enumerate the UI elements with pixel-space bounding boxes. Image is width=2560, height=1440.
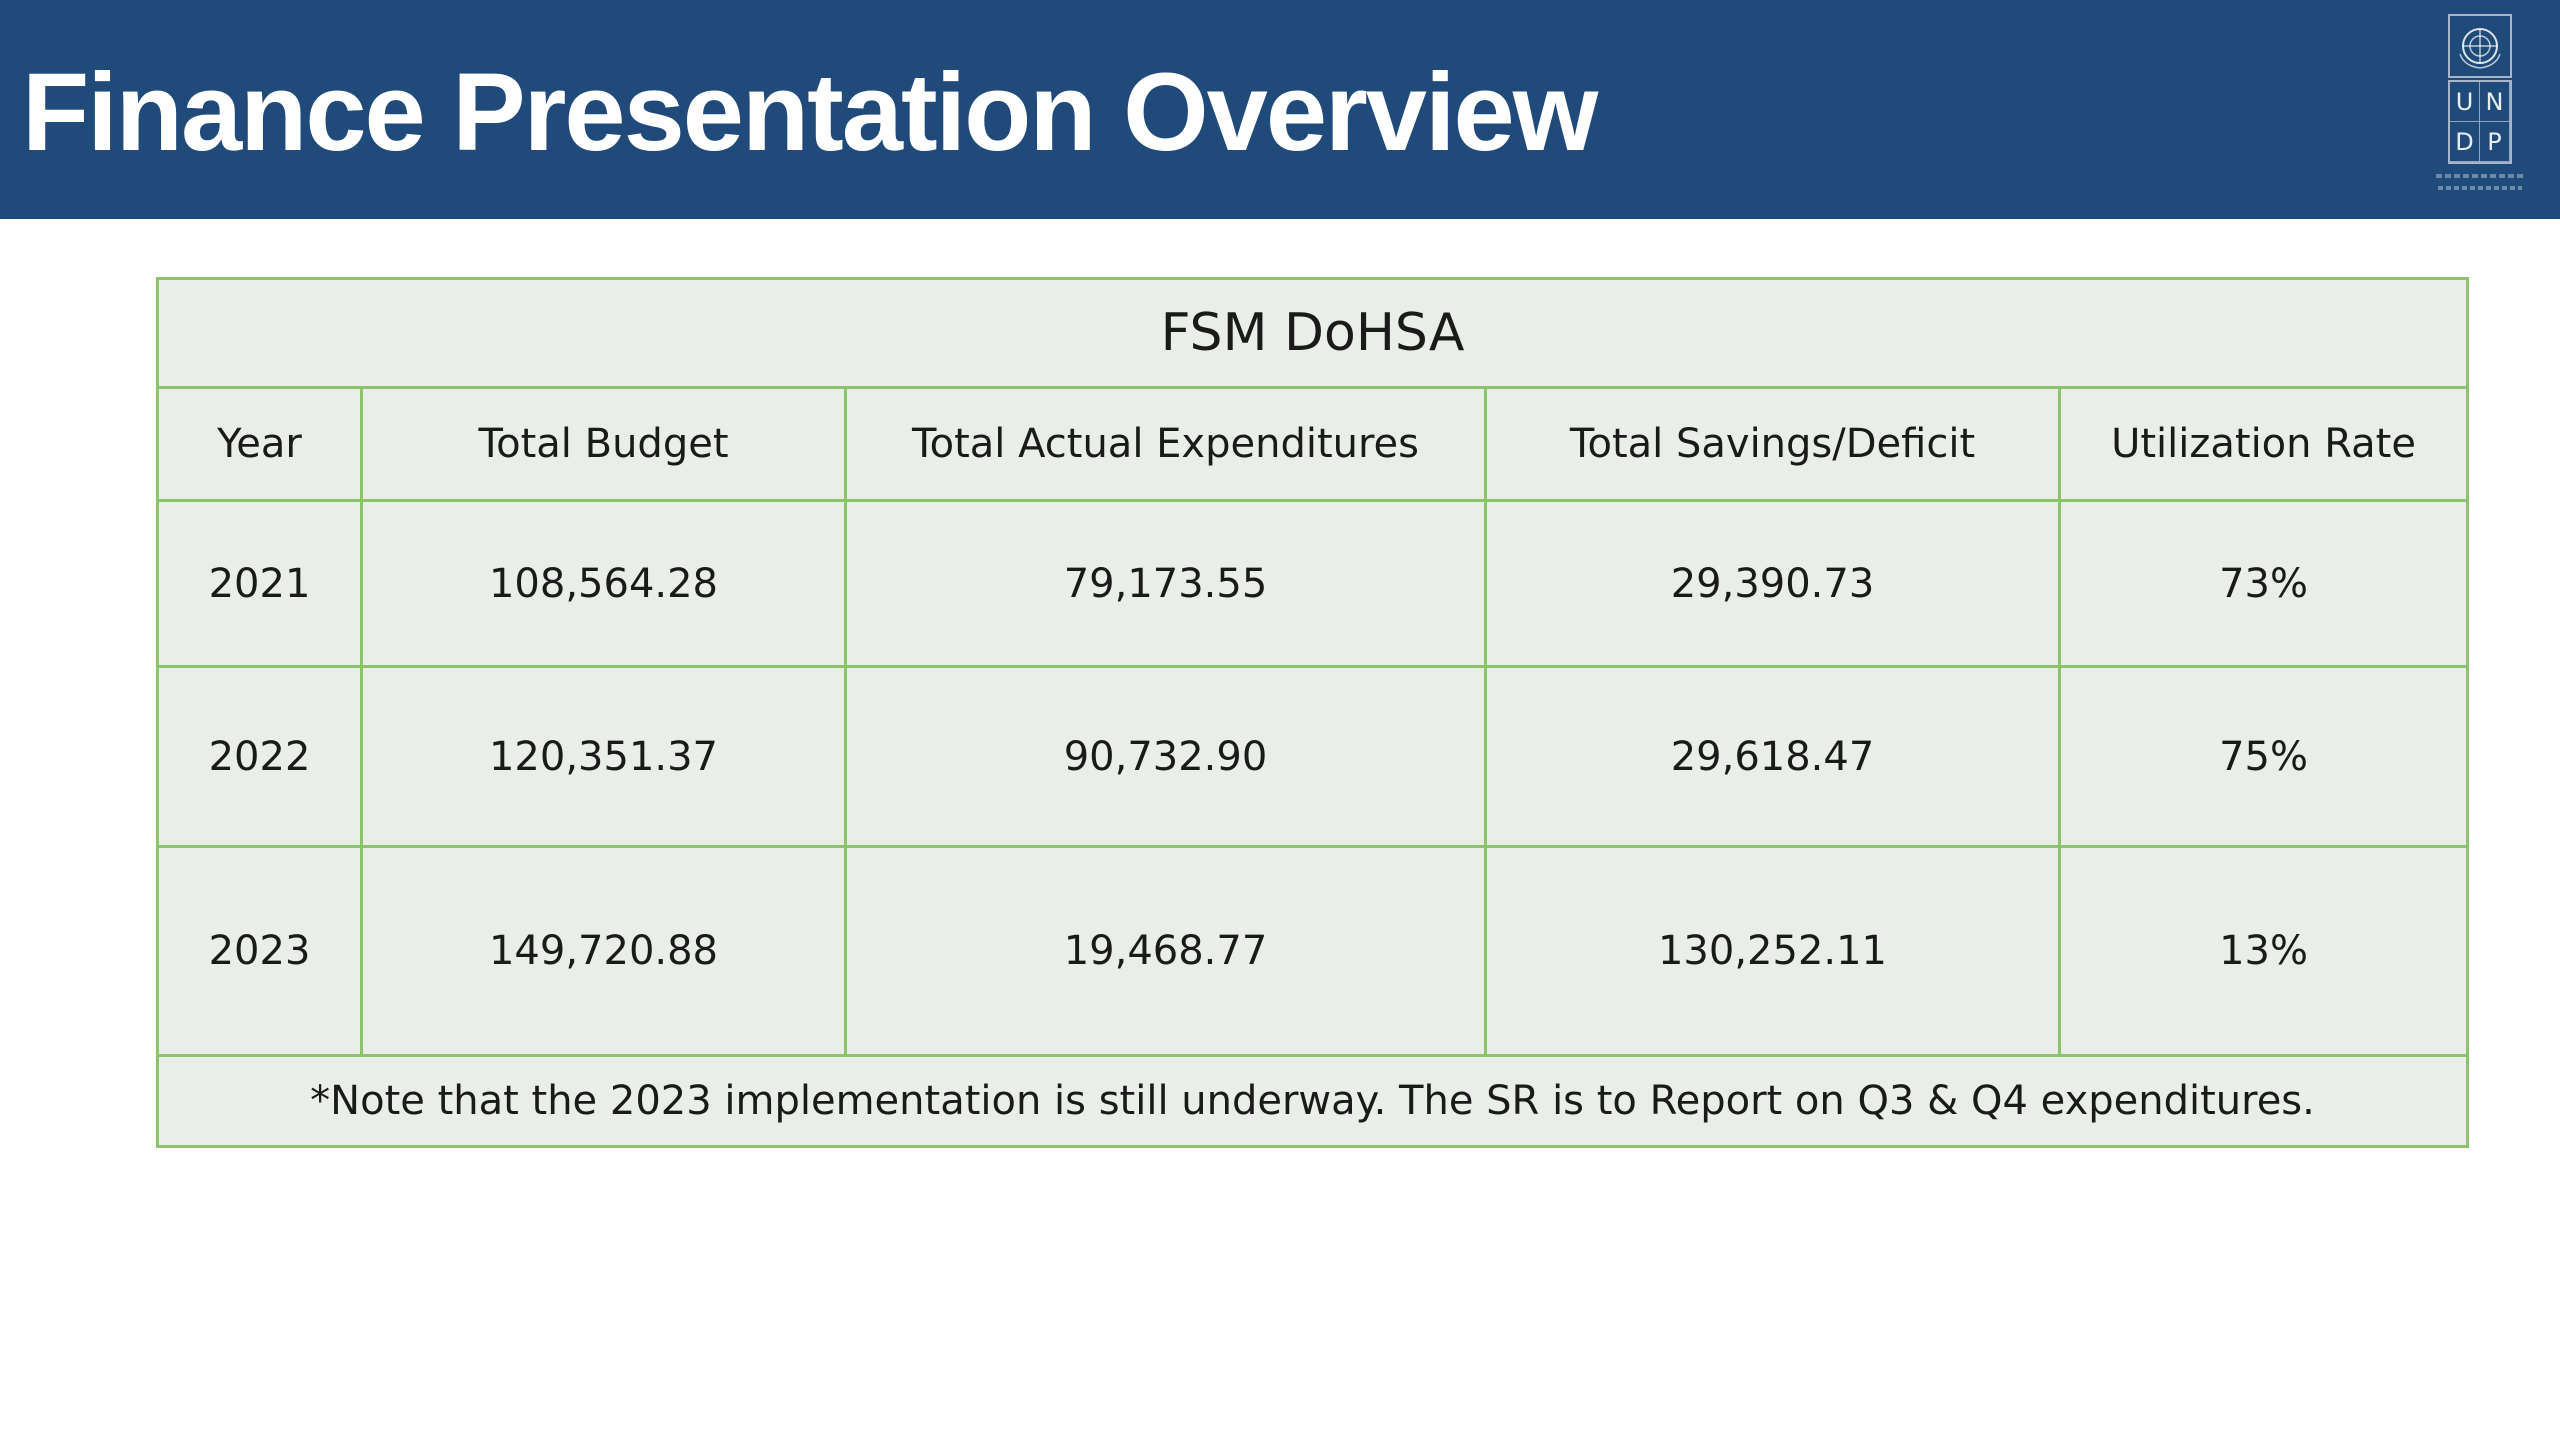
cell-total-budget: 120,351.37 xyxy=(360,665,847,848)
cell-utilization-rate: 73% xyxy=(2057,499,2470,668)
cell-year: 2022 xyxy=(156,665,363,848)
cell-year: 2021 xyxy=(156,499,363,668)
cell-utilization-rate: 75% xyxy=(2057,665,2470,848)
cell-total-actual-expenditures: 90,732.90 xyxy=(844,665,1487,848)
logo-letter: P xyxy=(2480,122,2510,162)
cell-utilization-rate: 13% xyxy=(2057,845,2470,1057)
finance-table: FSM DoHSA Year Total Budget Total Actual… xyxy=(155,277,2470,1148)
column-header-total-actual-expenditures: Total Actual Expenditures xyxy=(844,386,1487,502)
logo-tagline xyxy=(2428,170,2532,200)
column-header-utilization-rate: Utilization Rate xyxy=(2057,386,2470,502)
title-banner: Finance Presentation Overview U N D P xyxy=(0,0,2560,219)
cell-total-budget: 149,720.88 xyxy=(360,845,847,1057)
table-footnote: *Note that the 2023 implementation is st… xyxy=(155,1054,2470,1148)
column-header-year: Year xyxy=(156,386,363,502)
logo-letter: U xyxy=(2450,82,2480,122)
table-row: 2023 149,720.88 19,468.77 130,252.11 13% xyxy=(156,845,2470,1057)
cell-total-actual-expenditures: 19,468.77 xyxy=(844,845,1487,1057)
table-row: 2022 120,351.37 90,732.90 29,618.47 75% xyxy=(156,665,2470,848)
page-title: Finance Presentation Overview xyxy=(22,51,1598,174)
undp-logo: U N D P xyxy=(2428,8,2532,208)
table-row: 2021 108,564.28 79,173.55 29,390.73 73% xyxy=(156,499,2470,668)
cell-year: 2023 xyxy=(156,845,363,1057)
table-caption: FSM DoHSA xyxy=(155,277,2470,389)
undp-letter-grid: U N D P xyxy=(2448,80,2512,164)
logo-letter: N xyxy=(2480,82,2510,122)
cell-total-budget: 108,564.28 xyxy=(360,499,847,668)
cell-total-savings-deficit: 130,252.11 xyxy=(1484,845,2061,1057)
table-header-row: Year Total Budget Total Actual Expenditu… xyxy=(156,386,2470,502)
cell-total-savings-deficit: 29,618.47 xyxy=(1484,665,2061,848)
column-header-total-savings-deficit: Total Savings/Deficit xyxy=(1484,386,2061,502)
cell-total-savings-deficit: 29,390.73 xyxy=(1484,499,2061,668)
column-header-total-budget: Total Budget xyxy=(360,386,847,502)
logo-letter: D xyxy=(2450,122,2480,162)
un-emblem-icon xyxy=(2448,14,2512,78)
cell-total-actual-expenditures: 79,173.55 xyxy=(844,499,1487,668)
